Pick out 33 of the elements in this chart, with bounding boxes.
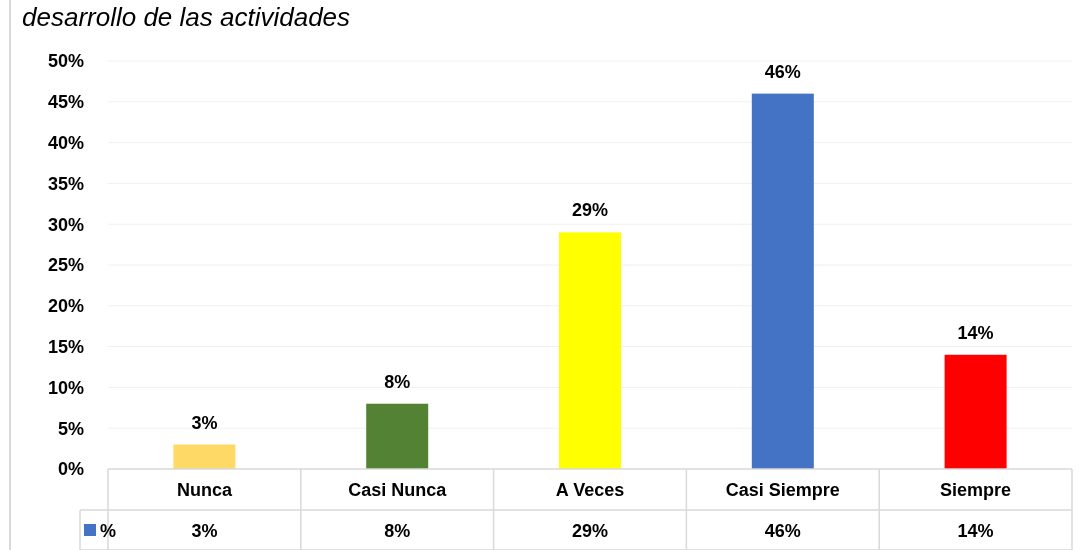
text: 29% xyxy=(571,200,609,221)
x-tick-label: Casi Siempre xyxy=(725,479,840,500)
data-label: 29% xyxy=(571,520,609,541)
y-tick-label: 30% xyxy=(47,214,84,235)
x-tick-label: A Veces xyxy=(555,479,625,500)
y-tick-label: 50% xyxy=(47,51,84,72)
y-tick-label: 15% xyxy=(47,336,84,357)
y-tick-label: 0% xyxy=(57,459,84,480)
data-label: 46% xyxy=(764,520,801,541)
y-tick-label: 25% xyxy=(47,255,84,276)
legend-label: % xyxy=(100,520,117,541)
x-tick-label: Nunca xyxy=(176,479,233,500)
text: 8% xyxy=(384,371,411,392)
chart-title: desarrollo de las actividades xyxy=(22,2,351,32)
y-tick-label: 40% xyxy=(47,132,84,153)
bar xyxy=(751,93,814,469)
y-tick-label: 20% xyxy=(47,296,84,317)
y-tick-label: 10% xyxy=(47,377,84,398)
data-label: 8% xyxy=(384,520,411,541)
y-tick-label: 5% xyxy=(57,418,84,439)
bar xyxy=(366,403,429,469)
bar xyxy=(559,232,621,469)
data-label: 14% xyxy=(957,520,994,541)
bar xyxy=(944,354,1007,469)
x-tick-label: Siempre xyxy=(940,479,1012,500)
text: 14% xyxy=(957,322,994,343)
y-tick-label: 45% xyxy=(47,92,84,113)
bar xyxy=(173,444,236,469)
y-tick-label: 35% xyxy=(47,173,84,194)
x-tick-label: Casi Nunca xyxy=(348,479,448,500)
data-label: 3% xyxy=(191,520,218,541)
text: 46% xyxy=(764,61,801,82)
text: 3% xyxy=(191,412,218,433)
